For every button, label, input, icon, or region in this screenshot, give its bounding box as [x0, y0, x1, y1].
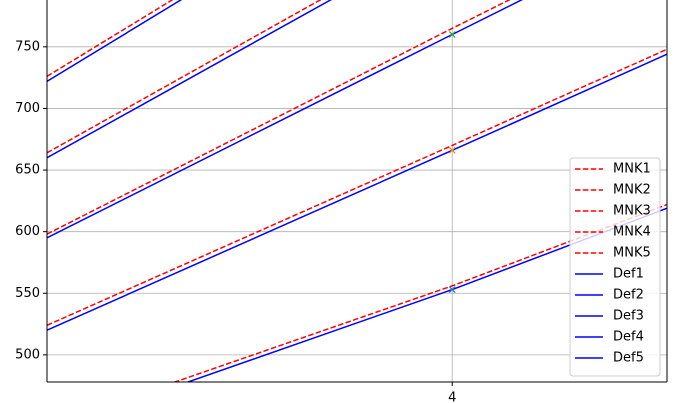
y-tick-label: 650 [15, 163, 40, 178]
series-line [47, 0, 322, 154]
y-tick-label: 700 [15, 101, 40, 116]
legend-label: MNK1 [613, 162, 651, 177]
legend-box [569, 157, 661, 377]
legend-label: Def1 [613, 267, 644, 282]
series-line [47, 0, 511, 235]
marker [448, 31, 456, 38]
marker [448, 146, 456, 154]
y-tick-label: 550 [15, 286, 40, 301]
marker [448, 286, 456, 294]
legend-label: Def2 [613, 288, 644, 303]
series-line [47, 0, 332, 159]
y-tick-label: 500 [15, 347, 40, 362]
legend-label: MNK2 [613, 183, 651, 198]
y-tick-label: 600 [15, 224, 40, 239]
legend-label: Def3 [613, 309, 644, 324]
series-line [47, 48, 667, 327]
legend-label: MNK3 [613, 204, 651, 219]
legend-label: MNK4 [613, 225, 651, 240]
legend-label: Def5 [613, 351, 644, 366]
x-tick-label: 4 [448, 391, 456, 403]
y-tick-label: 750 [15, 39, 40, 54]
series-line [47, 0, 174, 78]
series-line [47, 0, 183, 82]
legend-label: MNK5 [613, 246, 651, 261]
legend-label: Def4 [613, 330, 644, 345]
